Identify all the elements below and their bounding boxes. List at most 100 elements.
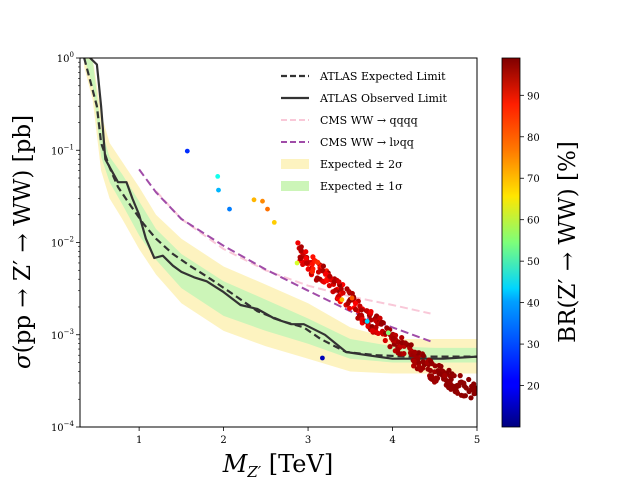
model-point [462, 393, 468, 399]
model-point [324, 278, 330, 284]
model-point [412, 349, 418, 355]
model-point [333, 287, 339, 293]
x-tick-label: 2 [220, 435, 226, 446]
colorbar-tick-label: 50 [527, 257, 540, 268]
model-point [401, 351, 407, 357]
model-point [323, 271, 329, 277]
model-point [309, 269, 315, 275]
model-point [390, 335, 396, 341]
model-point [446, 367, 452, 373]
model-point [397, 351, 403, 357]
model-point [271, 220, 277, 225]
model-point [373, 324, 379, 330]
y-tick-label: 10−4 [51, 420, 75, 434]
model-point [369, 328, 375, 334]
model-point [368, 317, 374, 323]
model-point [320, 263, 326, 269]
model-point [338, 286, 344, 292]
model-point [303, 255, 309, 261]
model-point [215, 174, 221, 179]
model-point [458, 379, 464, 385]
series-cms-qqqq [155, 190, 431, 315]
model-point [339, 297, 345, 303]
model-point [347, 305, 353, 311]
model-point [447, 380, 453, 386]
colorbar-tick-label: 20 [527, 382, 540, 393]
model-point [294, 260, 300, 266]
y-tick-label: 10−3 [51, 328, 74, 342]
model-point [297, 255, 304, 261]
x-tick-label: 1 [136, 435, 142, 446]
x-tick-label: 4 [389, 435, 395, 446]
model-point [463, 385, 469, 391]
y-axis-ticks: 10−4 10−3 10−2 10−1 100 [51, 51, 80, 434]
model-point [395, 347, 401, 353]
colorbar-tick-label: 30 [527, 340, 540, 351]
band-expected-2sigma [84, 58, 477, 374]
series-atlas-observed [89, 58, 477, 360]
model-point [469, 383, 475, 389]
model-point [387, 344, 393, 350]
model-point [385, 330, 391, 336]
confidence-bands [84, 58, 477, 374]
model-point [466, 388, 472, 395]
colorbar-tick-label: 90 [527, 91, 540, 102]
model-point [408, 342, 414, 348]
model-point [431, 379, 438, 385]
model-point [454, 382, 460, 389]
model-point [331, 279, 337, 285]
model-point [382, 337, 388, 344]
model-point [349, 290, 355, 297]
colorbar-tick-label: 70 [527, 174, 540, 185]
model-point [265, 206, 270, 212]
legend-label: ATLAS Observed Limit [319, 92, 447, 105]
model-point [358, 307, 364, 313]
colorbar-title: BR(Z′ → WW) [%] [555, 141, 581, 343]
model-point [399, 335, 405, 341]
model-point [457, 373, 463, 379]
legend-label: Expected ± 2σ [320, 158, 403, 171]
model-point [466, 376, 472, 383]
model-point [420, 365, 426, 371]
model-point [315, 269, 322, 275]
model-point [358, 312, 365, 318]
model-point [432, 363, 438, 369]
colorbar-tick-label: 80 [527, 133, 540, 144]
model-point [353, 306, 359, 313]
model-point [436, 371, 442, 377]
model-point [340, 290, 346, 296]
x-tick-label: 5 [474, 435, 480, 446]
legend: ATLAS Expected Limit ATLAS Observed Limit… [281, 70, 447, 193]
model-point [433, 375, 439, 381]
model-point [315, 259, 321, 265]
y-axis-title: σ(pp → Z′ → WW) [pb] [10, 115, 36, 369]
model-point [320, 355, 325, 361]
model-point [349, 295, 355, 301]
model-point [184, 148, 190, 154]
model-point [303, 249, 309, 255]
model-point [227, 206, 232, 212]
model-point [427, 367, 433, 374]
legend-label: CMS WW → lνqq [320, 136, 414, 149]
model-point [251, 197, 257, 203]
model-point [375, 330, 381, 336]
model-point [355, 315, 361, 321]
model-point [451, 373, 457, 379]
x-axis-title: MZ′ [TeV] [222, 450, 333, 480]
colorbar-ticks: 20 30 40 50 60 70 80 90 [520, 91, 540, 393]
legend-label: ATLAS Expected Limit [319, 70, 446, 83]
y-tick-label: 100 [57, 51, 74, 65]
model-point [420, 353, 426, 359]
legend-swatch [281, 159, 309, 169]
model-point [472, 390, 477, 396]
model-point [455, 390, 461, 396]
model-point [442, 372, 448, 379]
x-axis-ticks: 1 2 3 4 5 [136, 427, 480, 446]
model-point [436, 362, 442, 369]
legend-label: CMS WW → qqqq [320, 114, 418, 127]
model-points [184, 148, 477, 401]
model-point [416, 360, 422, 366]
x-tick-label: 3 [305, 435, 311, 446]
model-point [345, 301, 351, 307]
